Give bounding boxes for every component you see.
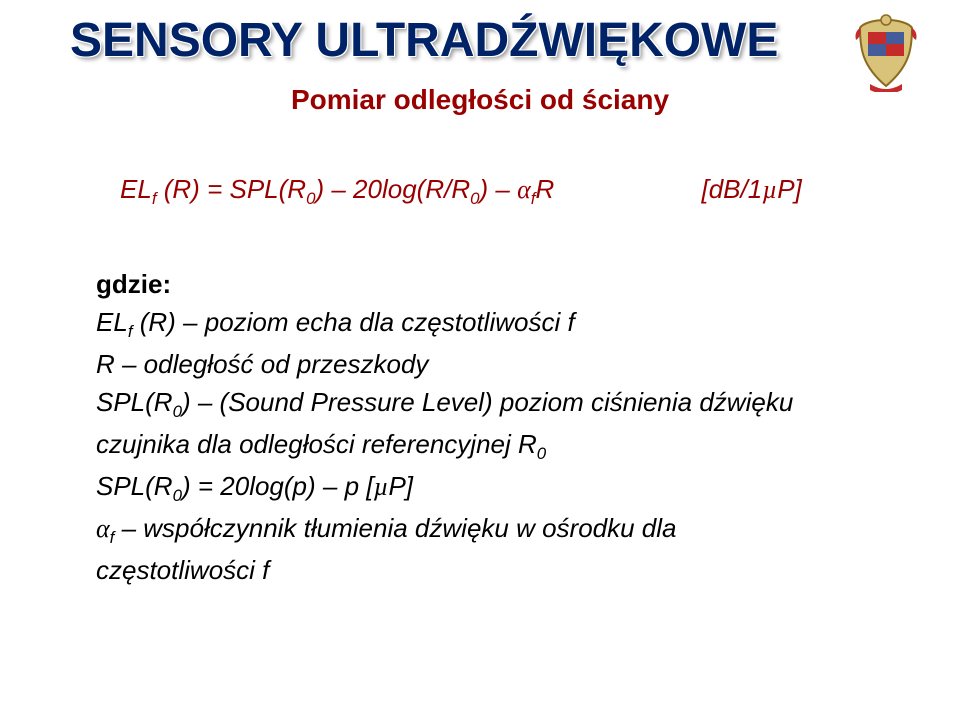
title-bar: SENSORY ULTRADŹWIĘKOWE: [0, 0, 960, 66]
definitions-block: gdzie: ELf (R) – poziom echa dla częstot…: [96, 266, 916, 588]
defs-line5-sub: 0: [173, 486, 182, 505]
eq-spl-close: ): [315, 174, 331, 204]
defs-line7: częstotliwości f: [96, 555, 269, 585]
slide-subtitle: Pomiar odległości od ściany: [0, 84, 960, 116]
defs-line3-sub: 0: [173, 402, 182, 421]
defs-line4-a: czujnika dla odległości referencyjnej R: [96, 429, 537, 459]
eq-eq: =: [207, 174, 229, 204]
eq-unit-close: P]: [777, 174, 802, 204]
eq-lhs-sub: f: [152, 190, 157, 209]
eq-spl: SPL(R: [230, 174, 307, 204]
eq-minus1: – 20log(: [331, 174, 425, 204]
slide-title: SENSORY ULTRADŹWIĘKOWE: [70, 16, 840, 66]
defs-gdzie: gdzie:: [96, 269, 171, 299]
defs-line1-a: EL: [96, 307, 128, 337]
equation-line: ELf (R) = SPL(R0) – 20log(R/R0) – αfR [d…: [120, 174, 960, 209]
eq-tail: R: [535, 174, 554, 204]
defs-line5-c: P]: [388, 471, 413, 501]
defs-line5-mu: µ: [373, 472, 388, 501]
defs-line3-b: ) – (Sound Pressure Level) poziom ciśnie…: [182, 387, 793, 417]
eq-unit-open: [dB/1: [701, 174, 762, 204]
eq-unit: [dB/1µP]: [701, 174, 801, 205]
slide: SENSORY ULTRADŹWIĘKOWE Pomiar odległości…: [0, 0, 960, 716]
eq-mu: µ: [762, 175, 777, 204]
eq-alpha: α: [517, 175, 531, 204]
eq-lhs-symbol: EL: [120, 174, 152, 204]
defs-line6-b: – współczynnik tłumienia dźwięku w ośrod…: [114, 513, 676, 543]
eq-ratio-close: ) –: [480, 174, 518, 204]
eq-ratio-sub: 0: [470, 190, 479, 209]
defs-line5-b: ) = 20log(p) – p [: [182, 471, 374, 501]
eq-arg: (R): [164, 174, 200, 204]
defs-line1-b: (R) – poziom echa dla częstotliwości f: [133, 307, 575, 337]
defs-line6-alpha: α: [96, 514, 110, 543]
defs-line3-a: SPL(R: [96, 387, 173, 417]
defs-line4-sub: 0: [537, 444, 546, 463]
defs-line5-a: SPL(R: [96, 471, 173, 501]
eq-ratio-num: R/R: [425, 174, 470, 204]
crest-logo-icon: [850, 14, 922, 92]
defs-line2: R – odległość od przeszkody: [96, 349, 428, 379]
